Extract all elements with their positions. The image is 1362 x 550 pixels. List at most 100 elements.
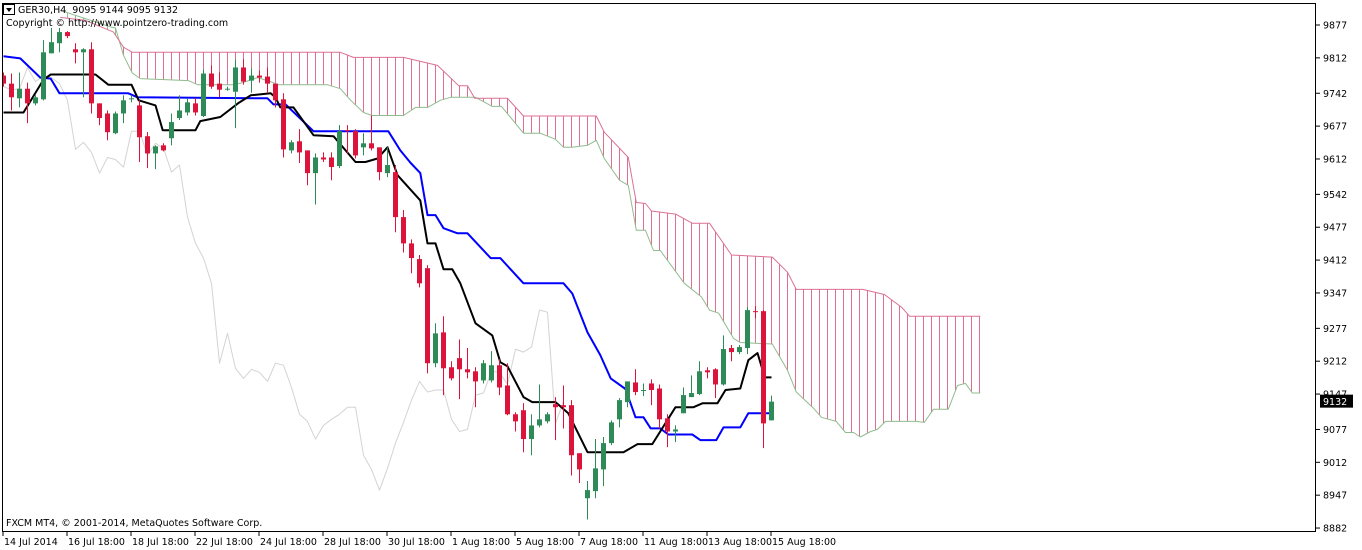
candle (665, 414, 670, 448)
price-tick-label: 9877 (1323, 21, 1347, 32)
candle-body (505, 385, 510, 415)
candle-body (425, 268, 430, 364)
candle (433, 323, 438, 368)
current-price-label: 9132 (1323, 397, 1347, 408)
price-tick-label: 9347 (1323, 288, 1347, 299)
candle (545, 412, 550, 424)
candle (273, 83, 278, 108)
candle-body (537, 419, 542, 426)
candle-body (193, 103, 198, 113)
candle-body (457, 358, 462, 370)
candle-body (337, 131, 342, 167)
price-tick-label: 9212 (1323, 357, 1347, 368)
candle-body (441, 332, 446, 369)
candle (305, 150, 310, 186)
price-tick-label: 9812 (1323, 53, 1347, 64)
price-tick-label: 9012 (1323, 458, 1347, 469)
candle (377, 147, 382, 181)
tenkan-sen-line (3, 73, 772, 454)
candle (705, 367, 710, 379)
candle-body (617, 400, 622, 420)
candle-body (273, 83, 278, 101)
candle (745, 307, 750, 355)
candle (41, 40, 46, 101)
time-tick-label: 13 Aug 18:00 (708, 537, 772, 548)
candle (345, 125, 350, 154)
candle-body (417, 259, 422, 284)
candle (169, 113, 174, 146)
chart-menu-button[interactable] (3, 4, 15, 15)
candle (185, 98, 190, 116)
candle-body (65, 32, 70, 37)
candle-body (633, 382, 638, 393)
price-tick-label: 9077 (1323, 425, 1347, 436)
candle-body (57, 32, 62, 44)
candle-body (433, 333, 438, 364)
candle-body (577, 453, 582, 470)
candle (49, 28, 54, 54)
ichimoku-cloud (67, 12, 980, 437)
candles (3, 28, 774, 520)
time-tick-label: 18 Jul 18:00 (132, 537, 189, 548)
current-price-box (1320, 394, 1353, 408)
price-tick-label: 8947 (1323, 491, 1347, 502)
candle (457, 339, 462, 400)
candle-body (377, 147, 382, 173)
price-tick-label: 9542 (1323, 190, 1347, 201)
candle-body (257, 75, 262, 78)
candle (153, 145, 158, 170)
candle (65, 31, 70, 39)
candle (137, 100, 142, 163)
candle (9, 73, 14, 111)
candle-body (521, 410, 526, 440)
price-tick-label: 9412 (1323, 256, 1347, 267)
candle (521, 403, 526, 453)
candle (409, 239, 414, 274)
candle-body (329, 157, 334, 168)
candle-body (49, 42, 54, 54)
candle-body (121, 100, 126, 114)
price-tick-label: 9277 (1323, 324, 1347, 335)
time-tick-label: 28 Jul 18:00 (324, 537, 381, 548)
candle (633, 369, 638, 396)
candle (505, 363, 510, 416)
candle (601, 437, 606, 487)
candle (73, 43, 78, 64)
candle-body (169, 122, 174, 139)
time-axis[interactable]: 14 Jul 2014 16 Jul 18:00 18 Jul 18:00 22 Ju… (2, 532, 836, 548)
candle-body (281, 99, 286, 150)
candle (561, 385, 566, 429)
footer-label: FXCM MT4, © 2001-2014, MetaQuotes Softwa… (6, 518, 263, 529)
candle (249, 68, 254, 93)
candle-body (265, 76, 270, 84)
kijun-sen-line (3, 55, 772, 442)
candle-body (641, 390, 646, 392)
candle (105, 110, 110, 141)
candle (593, 439, 598, 499)
candle-body (609, 422, 614, 444)
candle (465, 348, 470, 379)
price-axis[interactable]: 9877 9812 9742 9677 9612 9542 9477 9412 9347 9277… (1316, 21, 1353, 535)
candle-body (649, 383, 654, 391)
candle-body (249, 75, 254, 81)
candle-body (473, 371, 478, 382)
candle (217, 72, 222, 98)
candle (265, 67, 270, 94)
candle (281, 93, 286, 158)
candle (337, 125, 342, 169)
candle-body (529, 425, 534, 440)
candle (353, 129, 358, 159)
candle-body (145, 136, 150, 154)
candle (569, 400, 574, 476)
plot-frame (2, 3, 1316, 532)
candle-body (297, 141, 302, 153)
candle-body (409, 243, 414, 259)
candle (609, 420, 614, 446)
candle (321, 152, 326, 163)
candle (689, 375, 694, 398)
candle (385, 147, 390, 178)
time-tick-label: 14 Jul 2014 (4, 537, 58, 548)
candle (681, 387, 686, 414)
